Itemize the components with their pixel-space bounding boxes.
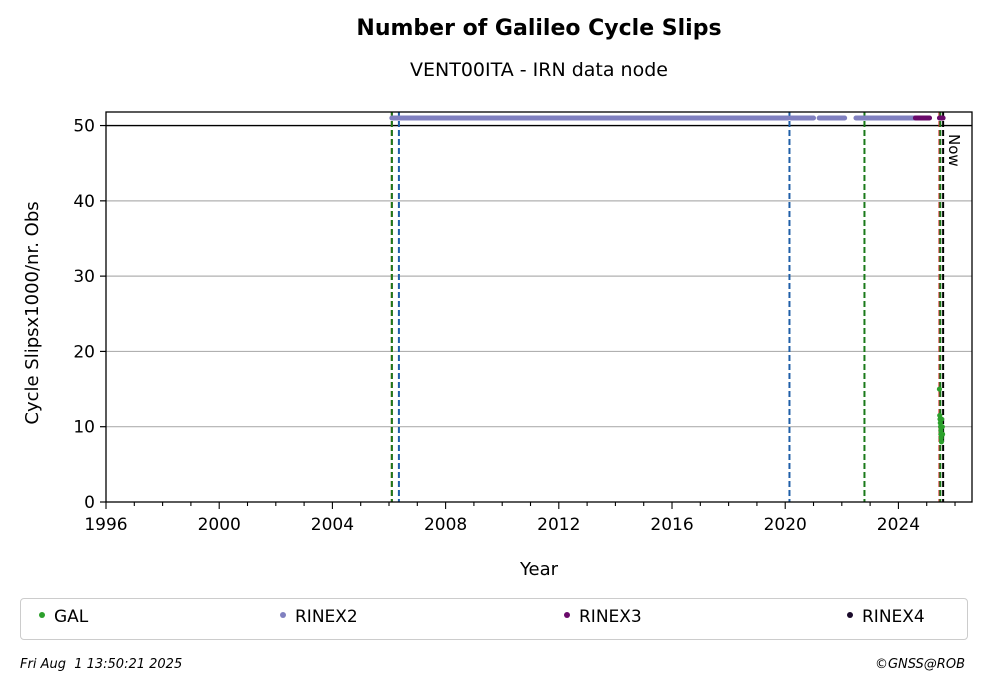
x-tick-label: 2004 [311,515,354,535]
y-tick-label: 30 [73,267,95,287]
legend-item-rinex2: RINEX2 [280,607,358,627]
legend-item-rinex3: RINEX3 [564,607,642,627]
chart-title: Number of Galileo Cycle Slips [356,16,722,41]
chart-subtitle: VENT00ITA - IRN data node [410,59,668,81]
y-tick-label: 50 [73,117,95,137]
legend-item-rinex4: RINEX4 [847,607,925,627]
series-gal-point [939,431,946,437]
x-tick-label: 2016 [650,515,693,535]
legend-label-rinex2: RINEX2 [295,607,358,627]
series-gal-point [936,386,943,392]
x-tick-label: 2000 [198,515,241,535]
now-label: Now [945,134,963,167]
footer-copyright: ©GNSS@ROB [874,657,965,672]
x-tick-label: 2020 [764,515,807,535]
y-tick-label: 0 [84,493,95,513]
series-gal-point [938,439,945,445]
legend-marker-rinex2 [280,612,286,618]
x-tick-label: 2008 [424,515,467,535]
y-tick-label: 10 [73,418,95,438]
legend-label-gal: GAL [54,607,89,627]
series-gal-point [939,416,945,422]
plot-frame [105,111,973,503]
x-tick-label: 2012 [537,515,580,535]
x-tick-label: 1996 [84,515,127,535]
y-tick-label: 20 [73,342,95,362]
legend-label-rinex4: RINEX4 [862,607,925,627]
legend-label-rinex3: RINEX3 [579,607,642,627]
legend-item-gal: GAL [39,607,88,627]
y-tick-label: 40 [73,192,95,212]
y-axis-label: Cycle Slipsx1000/nr. Obs [22,201,43,424]
footer-timestamp: Fri Aug 1 13:50:21 2025 [20,657,183,672]
series-gal-point [939,424,945,430]
x-axis-label: Year [519,559,559,580]
legend: GAL RINEX2 RINEX3 RINEX4 [20,598,968,640]
legend-marker-rinex4 [847,612,853,618]
legend-marker-gal [39,612,45,618]
legend-marker-rinex3 [564,612,570,618]
x-tick-label: 2024 [877,515,920,535]
